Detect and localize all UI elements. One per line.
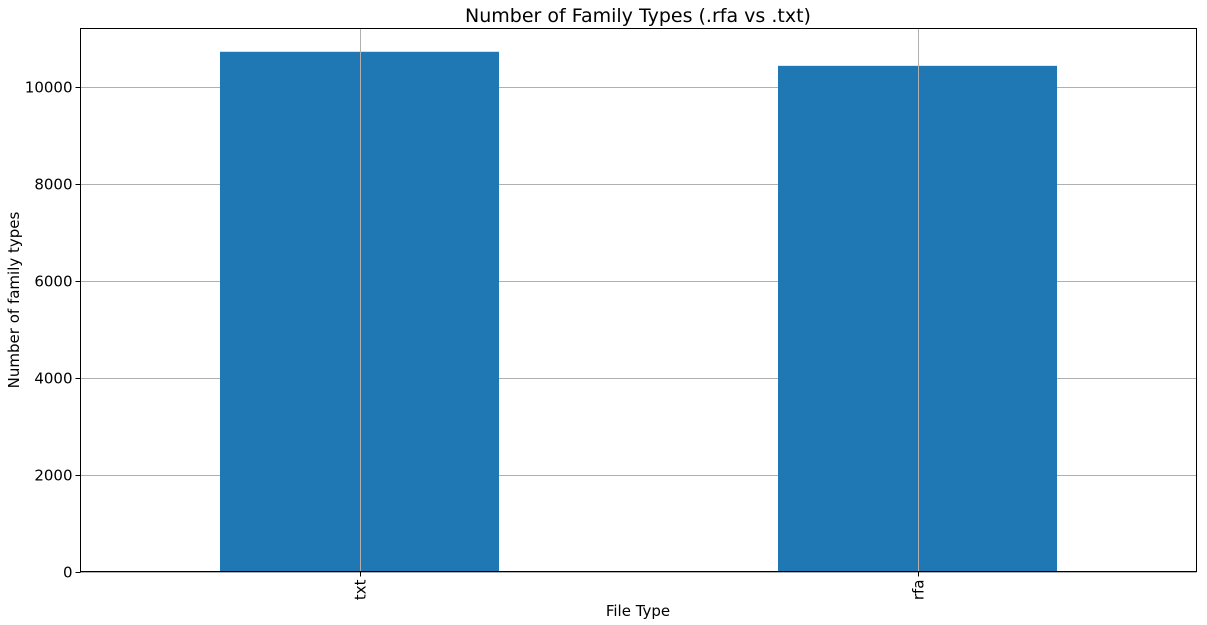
- bar-txt: [220, 51, 499, 572]
- plot-frame: [80, 28, 1197, 572]
- y-tick-label: 2000: [34, 467, 72, 485]
- bars: [220, 28, 1057, 572]
- y-axis-label: Number of family types: [5, 211, 23, 388]
- y-tick-label: 0: [63, 564, 73, 582]
- y-tick-label: 10000: [25, 79, 73, 97]
- y-tick-label: 4000: [34, 370, 72, 388]
- chart-title: Number of Family Types (.rfa vs .txt): [465, 5, 811, 27]
- y-tick-label: 6000: [34, 273, 72, 291]
- x-tick-label-txt: txt: [352, 579, 370, 600]
- x-tick-label-rfa: rfa: [910, 580, 928, 601]
- x-axis-ticks: txt rfa: [352, 571, 928, 601]
- y-axis-ticks: 0 2000 4000 6000 8000 10000: [25, 79, 81, 582]
- x-axis-label: File Type: [606, 602, 670, 620]
- y-tick-label: 8000: [34, 176, 72, 194]
- bar-rfa: [778, 65, 1057, 572]
